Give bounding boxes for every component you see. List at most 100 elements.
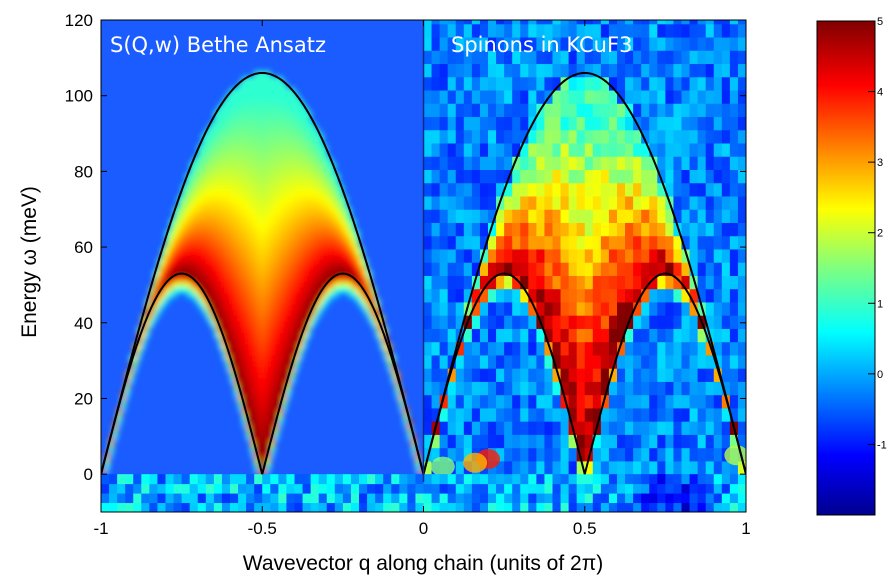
intensity-cell <box>286 99 292 106</box>
intensity-cell <box>254 389 259 396</box>
data-cell <box>689 421 699 435</box>
intensity-cell <box>246 281 251 288</box>
data-cell <box>737 20 746 25</box>
intensity-cell <box>105 462 110 470</box>
data-cell <box>504 129 513 144</box>
data-cell <box>600 447 610 462</box>
intensity-cell <box>242 275 247 282</box>
intensity-cell <box>262 349 267 356</box>
intensity-cell <box>302 241 308 248</box>
intensity-cell <box>205 275 211 282</box>
intensity-cell <box>290 298 296 305</box>
intensity-cell <box>302 247 308 254</box>
spinon-boundaries <box>101 71 746 475</box>
intensity-cell <box>290 144 296 152</box>
strip-cell <box>407 474 416 485</box>
data-cell <box>584 341 594 356</box>
data-cell <box>697 195 707 210</box>
data-cell <box>705 63 715 78</box>
data-cell <box>600 143 610 157</box>
data-cell <box>657 381 666 396</box>
data-cell <box>431 37 441 51</box>
data-cell <box>617 50 626 65</box>
intensity-cell <box>322 264 328 271</box>
strip-cell <box>479 502 489 512</box>
intensity-cell <box>193 218 199 225</box>
data-cell <box>673 63 682 78</box>
data-cell <box>528 37 537 51</box>
intensity-cell <box>294 213 300 220</box>
intensity-cell <box>213 195 219 203</box>
data-cell <box>568 368 578 382</box>
strip-cell <box>310 502 320 512</box>
intensity-cell <box>270 127 275 135</box>
data-cell <box>617 301 626 316</box>
data-cell <box>705 460 715 475</box>
intensity-cell <box>254 213 259 220</box>
data-cell <box>560 195 570 210</box>
data-cell <box>560 156 570 170</box>
intensity-cell <box>221 281 227 288</box>
data-cell <box>455 20 465 25</box>
intensity-cell <box>250 417 255 424</box>
data-cell <box>665 434 674 449</box>
data-cell <box>641 368 650 382</box>
intensity-cell <box>278 82 283 89</box>
data-cell <box>504 156 513 170</box>
intensity-cell <box>201 213 207 220</box>
intensity-cell <box>350 230 356 237</box>
intensity-cell <box>306 252 312 260</box>
strip-cell <box>689 483 699 494</box>
data-cell <box>600 460 610 475</box>
intensity-cell <box>205 156 211 163</box>
intensity-cell <box>205 218 211 225</box>
intensity-cell <box>242 320 247 328</box>
data-cell <box>729 182 739 197</box>
intensity-cell <box>254 337 259 345</box>
data-cell <box>681 143 691 157</box>
intensity-cell <box>238 320 243 328</box>
intensity-cell <box>213 303 219 311</box>
data-cell <box>584 434 594 449</box>
intensity-cell <box>217 156 223 163</box>
intensity-cell <box>266 315 271 322</box>
intensity-cell <box>342 235 348 242</box>
data-cell <box>455 209 465 223</box>
intensity-cell <box>274 133 279 140</box>
intensity-cell <box>254 82 259 89</box>
intensity-cell <box>217 184 223 191</box>
intensity-cell <box>274 167 279 174</box>
data-cell <box>729 381 739 396</box>
data-cell <box>488 301 497 316</box>
data-cell <box>424 421 433 435</box>
data-cell <box>697 275 707 290</box>
intensity-cell <box>238 161 243 169</box>
data-cell <box>600 116 610 131</box>
intensity-cell <box>306 156 312 163</box>
data-cell <box>633 169 642 184</box>
data-cell <box>737 182 746 197</box>
intensity-cell <box>234 366 239 373</box>
intensity-cell <box>250 320 255 328</box>
intensity-cell <box>419 468 423 475</box>
intensity-cell <box>258 213 263 220</box>
intensity-cell <box>286 207 292 214</box>
data-cell <box>576 341 586 356</box>
intensity-cell <box>246 326 251 333</box>
data-cell <box>600 328 610 343</box>
intensity-cell <box>250 230 255 237</box>
intensity-cell <box>149 320 154 328</box>
data-cell <box>463 209 473 223</box>
intensity-cell <box>234 264 239 271</box>
intensity-cell <box>274 235 279 242</box>
intensity-cell <box>133 349 138 356</box>
intensity-cell <box>262 468 267 475</box>
data-cell <box>625 50 634 65</box>
intensity-cell <box>266 406 271 413</box>
intensity-cell <box>221 258 227 265</box>
data-cell <box>488 116 497 131</box>
strip-cell <box>439 502 449 512</box>
intensity-cell <box>346 258 352 265</box>
data-cell <box>657 23 666 38</box>
intensity-cell <box>326 247 332 254</box>
